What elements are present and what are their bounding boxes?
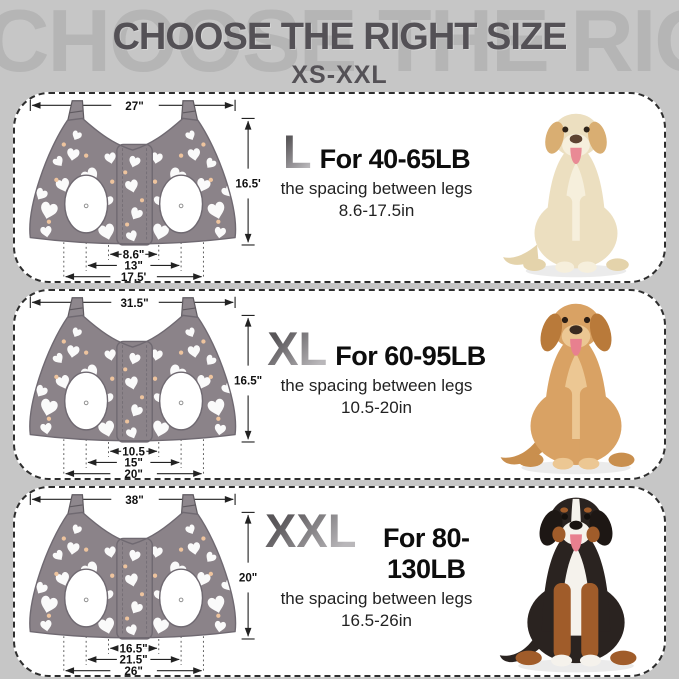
spacing-caption: the spacing between legs (280, 179, 473, 198)
dim-legs-outer-label: 26" (124, 665, 142, 677)
dim-legs-inner-label: 8.6" (123, 248, 145, 261)
header: CHOOSE THE RIG CHOOSE THE RIGHT SIZE XS-… (0, 0, 679, 92)
size-range-subtitle: XS-XXL (291, 61, 388, 89)
size-panel-l: 27" 16.5' 8.6" 13" 17.5' L For 40-65LB t… (13, 92, 666, 283)
dim-legs-outer-label: 17.5' (121, 271, 147, 283)
dim-legs-inner-label: 16.5" (120, 642, 148, 655)
watermark-text: CHOOSE THE RIG (0, 0, 679, 90)
garment-diagram-l: 27" 16.5' 8.6" 13" 17.5' (15, 94, 265, 281)
size-letter: XXL (265, 503, 357, 557)
weight-range: For 80-130LB (382, 522, 470, 584)
weight-range: For 40-65LB (319, 144, 471, 174)
dim-legs-inner-label: 10.5 (122, 445, 145, 458)
dim-top-width-label: 31.5" (120, 297, 148, 310)
dim-legs-mid-label: 15" (124, 457, 142, 470)
garment-diagram-xxl: 38" 20" 16.5" 21.5" 26" (15, 488, 265, 675)
dim-side-height-label: 16.5' (235, 177, 261, 190)
spacing-caption: the spacing between legs (280, 376, 473, 395)
dim-top-width-label: 27" (125, 100, 143, 113)
garment-diagram-xl: 31.5" 16.5" 10.5 15" 20" (15, 291, 265, 478)
size-letter: L (282, 125, 312, 178)
size-info-xl: XL For 60-95LB the spacing between legs … (265, 291, 488, 478)
dim-side-height-label: 20" (239, 571, 257, 584)
size-panel-xxl: 38" 20" 16.5" 21.5" 26" XXL For 80-130LB… (13, 486, 666, 677)
dim-legs-mid-label: 21.5" (120, 654, 148, 667)
spacing-range: 16.5-26in (341, 610, 412, 630)
dim-legs-mid-label: 13" (124, 260, 142, 273)
spacing-caption: the spacing between legs (280, 588, 473, 608)
dog-photo-golden-retriever (488, 291, 664, 478)
size-info-l: L For 40-65LB the spacing between legs 8… (265, 94, 488, 281)
dog-photo-labrador (488, 94, 664, 281)
spacing-range: 10.5-20in (341, 398, 412, 417)
size-letter: XL (267, 322, 328, 375)
dim-legs-outer-label: 20" (124, 468, 142, 480)
dim-side-height-label: 16.5" (234, 374, 262, 387)
spacing-range: 8.6-17.5in (338, 201, 415, 220)
weight-range: For 60-95LB (335, 341, 486, 371)
size-panel-xl: 31.5" 16.5" 10.5 15" 20" XL For 60-95LB … (13, 289, 666, 480)
dog-photo-bernese-mountain-dog (488, 488, 664, 675)
size-info-xxl: XXL For 80-130LB the spacing between leg… (265, 488, 488, 675)
dim-top-width-label: 38" (125, 494, 143, 507)
page-title: CHOOSE THE RIGHT SIZE (112, 16, 567, 58)
